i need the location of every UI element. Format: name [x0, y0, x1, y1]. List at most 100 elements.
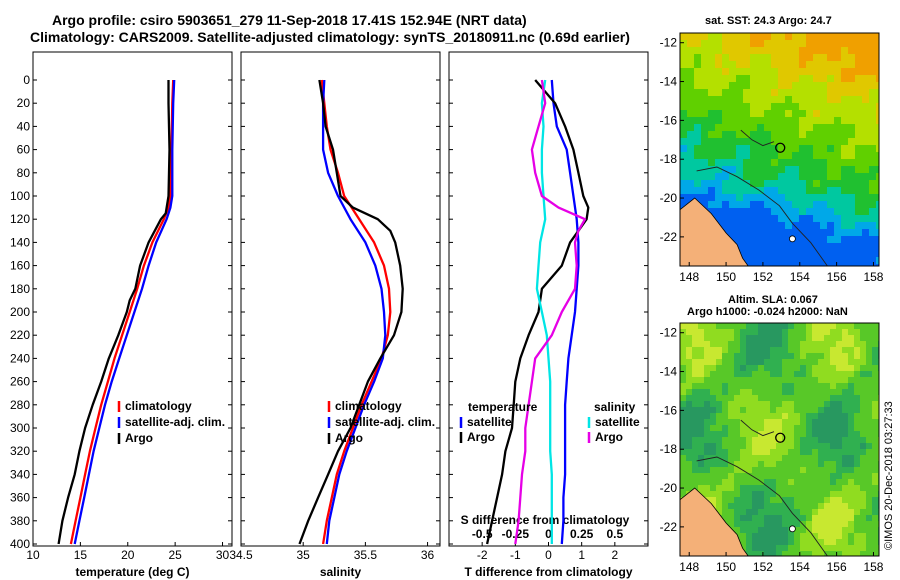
map-cell — [785, 61, 792, 68]
map-cell — [872, 371, 878, 377]
map-cell — [776, 527, 782, 533]
map-cell — [710, 401, 716, 407]
map-cell — [750, 180, 757, 187]
map-cell — [785, 47, 792, 54]
map-cell — [722, 54, 729, 61]
map-cell — [740, 395, 746, 401]
map-cell — [860, 341, 866, 347]
map-cell — [866, 473, 872, 479]
map-cell — [750, 236, 757, 243]
map-cell — [771, 159, 778, 166]
map-cell — [782, 449, 788, 455]
map-cell — [746, 329, 752, 335]
sal-series-satellite-adj-clim- — [321, 79, 387, 545]
map-cell — [686, 359, 692, 365]
map-cell — [757, 124, 764, 131]
map-cell — [764, 152, 771, 159]
map-cell — [872, 377, 878, 383]
map-cell — [830, 359, 836, 365]
map-cell — [752, 461, 758, 467]
map-cell — [862, 117, 869, 124]
map-cell — [729, 131, 736, 138]
map-cell — [782, 329, 788, 335]
map-cell — [876, 257, 879, 264]
map-cell — [782, 467, 788, 473]
map-cell — [806, 89, 813, 96]
map-cell — [728, 335, 734, 341]
map-cell — [848, 250, 855, 257]
map-cell — [740, 449, 746, 455]
map-cell — [764, 401, 770, 407]
map-cell — [776, 491, 782, 497]
map-cell — [854, 437, 860, 443]
map-cell — [841, 250, 848, 257]
map-cell — [704, 491, 710, 497]
map-cell — [729, 201, 736, 208]
map-cell — [834, 201, 841, 208]
map-cell — [872, 521, 878, 527]
map-cell — [752, 377, 758, 383]
map-cell — [776, 497, 782, 503]
map-cell — [692, 431, 698, 437]
map-cell — [728, 449, 734, 455]
map-cell — [701, 96, 708, 103]
map-cell — [855, 54, 862, 61]
map-cell — [862, 173, 869, 180]
map-cell — [729, 54, 736, 61]
map-cell — [869, 208, 876, 215]
map-cell — [704, 359, 710, 365]
map-cell — [752, 479, 758, 485]
map-cell — [686, 473, 692, 479]
map-cell — [687, 131, 694, 138]
map-cell — [698, 395, 704, 401]
map-cell — [834, 145, 841, 152]
map-cell — [794, 425, 800, 431]
map-cell — [728, 443, 734, 449]
map-cell — [722, 173, 729, 180]
map-cell — [860, 521, 866, 527]
map-cell — [812, 425, 818, 431]
map-cell — [708, 96, 715, 103]
map-cell — [750, 96, 757, 103]
map-cell — [708, 187, 715, 194]
map-cell — [848, 527, 854, 533]
map-cell — [729, 187, 736, 194]
map-cell — [866, 371, 872, 377]
map-cell — [692, 443, 698, 449]
map-cell — [800, 551, 806, 556]
map-cell — [680, 431, 686, 437]
map-cell — [818, 485, 824, 491]
map-cell — [806, 365, 812, 371]
map-cell — [872, 449, 878, 455]
map-cell — [876, 215, 879, 222]
map-cell — [834, 208, 841, 215]
map-cell — [827, 187, 834, 194]
map-cell — [736, 82, 743, 89]
map-cell — [750, 264, 757, 266]
map-cell — [764, 383, 770, 389]
map-cell — [764, 82, 771, 89]
map-cell — [794, 347, 800, 353]
map-cell — [836, 449, 842, 455]
map-cell — [736, 180, 743, 187]
map-cell — [776, 503, 782, 509]
map-cell — [701, 89, 708, 96]
y-tick-label: 120 — [10, 212, 30, 226]
map-cell — [743, 54, 750, 61]
map-cell — [818, 527, 824, 533]
map-cell — [806, 173, 813, 180]
map-cell — [830, 533, 836, 539]
map-cell — [701, 124, 708, 131]
map-cell — [740, 413, 746, 419]
map-cell — [799, 145, 806, 152]
map-cell — [812, 539, 818, 545]
map-cell — [820, 236, 827, 243]
map-cell — [862, 40, 869, 47]
map-cell — [862, 54, 869, 61]
map-cell — [866, 395, 872, 401]
map-cell — [764, 250, 771, 257]
map-cell — [872, 359, 878, 365]
map-cell — [806, 341, 812, 347]
map-cell — [827, 236, 834, 243]
map-cell — [788, 407, 794, 413]
